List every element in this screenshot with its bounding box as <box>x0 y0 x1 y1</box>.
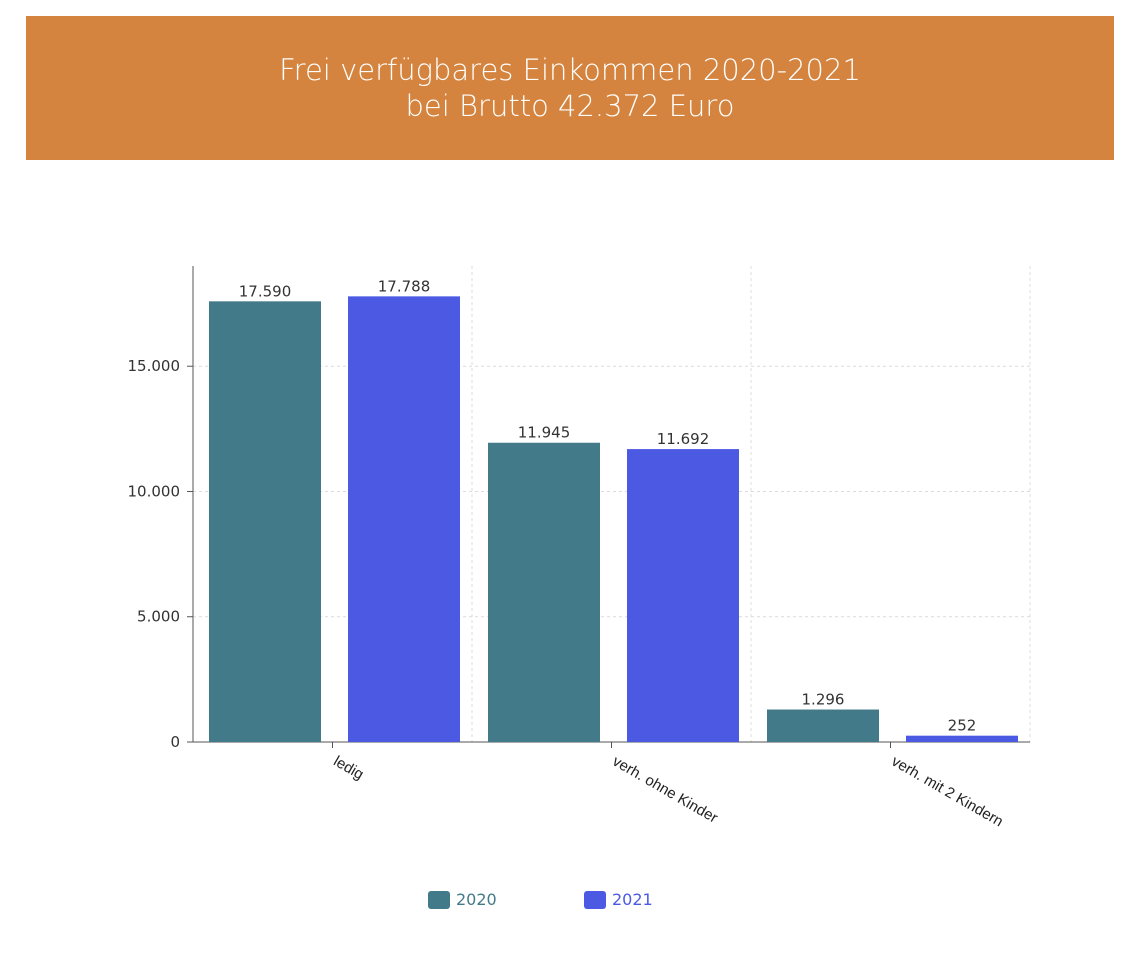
data-label: 1.296 <box>802 691 845 709</box>
data-label: 252 <box>948 717 977 735</box>
chart-legend: 2020 2021 <box>0 890 1144 914</box>
bar-2021-0 <box>348 296 460 742</box>
legend-item-2020[interactable]: 2020 <box>428 890 497 909</box>
bar-2020-2 <box>767 709 879 742</box>
data-label: 17.788 <box>378 277 431 295</box>
legend-item-2021[interactable]: 2021 <box>584 890 653 909</box>
x-tick-label: ledig <box>331 753 367 784</box>
x-tick-label: verh. mit 2 Kindern <box>889 753 1007 831</box>
legend-swatch-2020 <box>428 890 450 909</box>
y-tick-label: 15.000 <box>128 357 181 375</box>
y-tick-label: 5.000 <box>137 608 180 626</box>
bar-2020-0 <box>209 301 321 742</box>
bar-2021-2 <box>906 735 1018 742</box>
y-tick-label: 0 <box>170 733 180 751</box>
data-label: 11.945 <box>518 424 571 442</box>
bar-2020-1 <box>488 442 600 742</box>
legend-swatch-2021 <box>584 890 606 909</box>
legend-label-2021: 2021 <box>612 890 653 909</box>
chart-title-line-1: Frei verfügbares Einkommen 2020-2021 <box>279 53 861 87</box>
bar-2021-1 <box>627 449 739 742</box>
chart-title-line-2: bei Brutto 42.372 Euro <box>405 89 735 123</box>
legend-label-2020: 2020 <box>456 890 497 909</box>
y-tick-label: 10.000 <box>128 482 181 500</box>
x-tick-label: verh. ohne Kinder <box>610 753 721 827</box>
chart-title-banner: Frei verfügbares Einkommen 2020-2021 bei… <box>26 16 1114 160</box>
data-label: 17.590 <box>239 282 292 300</box>
data-label: 11.692 <box>657 430 710 448</box>
